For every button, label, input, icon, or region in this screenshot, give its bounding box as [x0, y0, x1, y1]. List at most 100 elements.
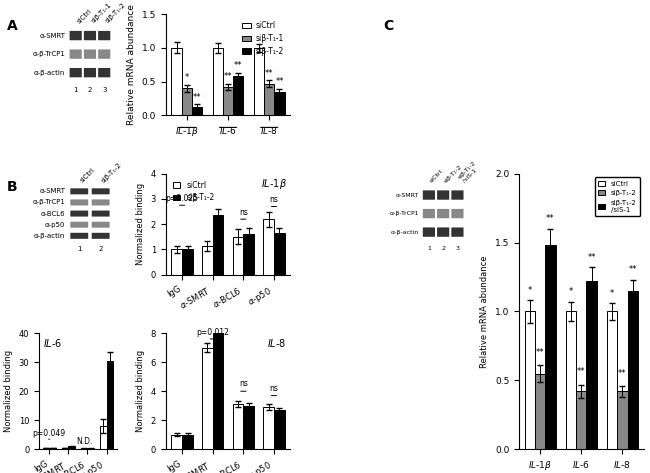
Text: 3: 3	[102, 87, 107, 93]
Text: *: *	[528, 286, 532, 295]
Text: siCtrl: siCtrl	[429, 169, 444, 184]
Text: **: **	[275, 77, 284, 86]
Bar	[545, 245, 556, 449]
Text: α-β-actin: α-β-actin	[34, 233, 66, 239]
FancyBboxPatch shape	[422, 190, 435, 200]
Text: **: **	[618, 368, 627, 377]
Bar	[274, 410, 285, 449]
Y-axis label: Relative mRNA abundance: Relative mRNA abundance	[480, 255, 489, 368]
FancyBboxPatch shape	[92, 233, 110, 239]
Text: $\mathit{IL}$-1$\mathit{\beta}$: $\mathit{IL}$-1$\mathit{\beta}$	[261, 177, 287, 191]
FancyBboxPatch shape	[92, 222, 110, 228]
FancyBboxPatch shape	[70, 210, 88, 217]
Text: 2: 2	[88, 87, 92, 93]
Text: p=0.012: p=0.012	[196, 328, 229, 337]
FancyBboxPatch shape	[437, 190, 449, 200]
Bar	[202, 245, 213, 275]
FancyBboxPatch shape	[84, 31, 96, 40]
Text: ns: ns	[270, 384, 278, 393]
Bar	[263, 219, 274, 275]
Text: p=0.049: p=0.049	[32, 429, 66, 438]
Text: α-β-actin: α-β-actin	[34, 70, 66, 76]
Text: 2: 2	[98, 246, 103, 253]
Text: ns: ns	[270, 195, 278, 204]
Bar	[172, 249, 182, 275]
Bar	[223, 87, 233, 115]
Bar	[68, 447, 75, 449]
Text: **: **	[546, 214, 554, 223]
FancyBboxPatch shape	[451, 209, 463, 218]
Bar	[172, 435, 182, 449]
Text: A: A	[6, 19, 18, 33]
Text: N.D.: N.D.	[76, 438, 92, 447]
FancyBboxPatch shape	[70, 200, 88, 205]
Bar	[274, 92, 285, 115]
FancyBboxPatch shape	[84, 50, 96, 59]
FancyBboxPatch shape	[92, 200, 110, 205]
Text: siβ-T₁-2: siβ-T₁-2	[443, 164, 463, 184]
Bar	[576, 392, 586, 449]
Text: **: **	[193, 93, 202, 102]
Text: **: **	[577, 368, 586, 377]
FancyBboxPatch shape	[437, 209, 449, 218]
Text: α-BCL6: α-BCL6	[41, 210, 66, 217]
Text: **: **	[234, 61, 242, 70]
FancyBboxPatch shape	[70, 233, 88, 239]
Bar	[213, 215, 224, 275]
Bar	[233, 237, 243, 275]
Text: α-SMRT: α-SMRT	[40, 33, 66, 39]
FancyBboxPatch shape	[70, 188, 88, 194]
FancyBboxPatch shape	[437, 228, 449, 237]
Text: 2: 2	[441, 246, 445, 252]
FancyBboxPatch shape	[92, 210, 110, 217]
Bar	[525, 312, 535, 449]
Bar	[263, 407, 274, 449]
Bar	[107, 361, 113, 449]
FancyBboxPatch shape	[70, 50, 82, 59]
FancyBboxPatch shape	[70, 31, 82, 40]
Legend: siCtrl, siβ-T₁-2: siCtrl, siβ-T₁-2	[170, 177, 218, 205]
Bar	[566, 312, 576, 449]
Text: *: *	[185, 73, 189, 82]
Text: p=0.025: p=0.025	[166, 194, 199, 203]
Bar	[100, 426, 107, 449]
Text: α-β-actin: α-β-actin	[391, 229, 419, 235]
Text: siCtrl: siCtrl	[79, 167, 96, 184]
Bar	[213, 48, 223, 115]
Text: α-β-TrCP1: α-β-TrCP1	[32, 51, 66, 57]
Bar	[243, 406, 254, 449]
Bar	[243, 234, 254, 275]
Text: **: **	[629, 265, 637, 274]
Text: α-β-TrCP1: α-β-TrCP1	[389, 211, 419, 216]
Bar	[213, 332, 224, 449]
FancyBboxPatch shape	[98, 50, 110, 59]
Text: α-p50: α-p50	[45, 222, 66, 228]
Text: 1: 1	[427, 246, 431, 252]
Bar	[607, 312, 618, 449]
FancyBboxPatch shape	[70, 68, 82, 77]
Bar	[586, 281, 597, 449]
Text: 1: 1	[73, 87, 78, 93]
Text: siβ-T₁-2
/siS-1: siβ-T₁-2 /siS-1	[458, 160, 482, 184]
Text: ns: ns	[239, 208, 248, 217]
FancyBboxPatch shape	[422, 228, 435, 237]
FancyBboxPatch shape	[451, 228, 463, 237]
Text: C: C	[384, 19, 394, 33]
Bar	[62, 448, 68, 449]
Y-axis label: Normalized binding: Normalized binding	[136, 350, 145, 432]
Text: *: *	[610, 289, 614, 298]
Bar	[535, 374, 545, 449]
Text: ns: ns	[239, 379, 248, 388]
FancyBboxPatch shape	[92, 188, 110, 194]
Bar	[182, 435, 193, 449]
Text: siβ-T₁-1: siβ-T₁-1	[90, 2, 112, 24]
Text: siβ-T₁-2: siβ-T₁-2	[101, 161, 123, 184]
Text: α-SMRT: α-SMRT	[40, 188, 66, 194]
FancyBboxPatch shape	[84, 68, 96, 77]
Bar	[182, 249, 193, 275]
FancyBboxPatch shape	[422, 209, 435, 218]
Bar	[627, 291, 638, 449]
Bar	[42, 448, 49, 449]
FancyBboxPatch shape	[70, 222, 88, 228]
Text: α-SMRT: α-SMRT	[395, 193, 419, 198]
